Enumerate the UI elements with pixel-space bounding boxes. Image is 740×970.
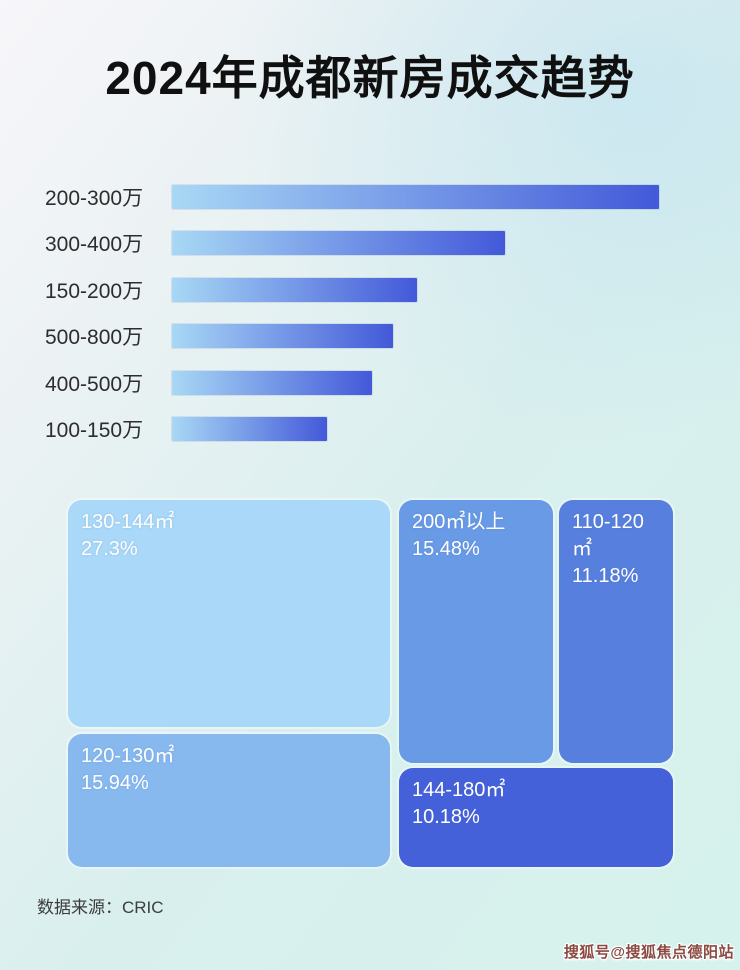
tile-text: 200㎡以上 15.48% [399, 500, 553, 563]
bar-row: 400-500万 [45, 370, 659, 396]
tile-label: 120-130㎡ [81, 745, 175, 767]
tile-text: 120-130㎡ 15.94% [68, 734, 390, 797]
treemap: 130-144㎡ 27.3% 120-130㎡ 15.94% 200㎡以上 15… [68, 497, 673, 868]
bar-track [172, 370, 659, 395]
tile-value: 11.18% [572, 565, 639, 587]
treemap-tile-130-144: 130-144㎡ 27.3% [68, 500, 390, 727]
bar-category-label: 300-400万 [45, 233, 144, 257]
page-title: 2024年成都新房成交趋势 [105, 52, 635, 104]
bar-category-label: 200-300万 [45, 187, 144, 210]
bar-track [172, 277, 659, 302]
bar-fill [172, 324, 394, 349]
tile-label: 144-180㎡ [412, 779, 506, 801]
bar-row: 300-400万 [45, 231, 659, 257]
bar-category-label: 100-150万 [45, 418, 144, 442]
bar-chart: 200-300万 300-400万 150-200万 500-800万 400-… [45, 185, 659, 442]
bar-fill [172, 370, 373, 395]
tile-text: 110-120㎡ 11.18% [559, 500, 673, 590]
bar-track [172, 324, 659, 349]
treemap-tile-120-130: 120-130㎡ 15.94% [68, 734, 390, 867]
tile-value: 10.18% [412, 806, 480, 828]
tile-label: 200㎡以上 [412, 511, 506, 533]
bar-category-label: 400-500万 [45, 372, 144, 396]
watermark: 搜狐号@搜狐焦点德阳站 [563, 944, 734, 961]
tile-label: 130-144㎡ [81, 511, 175, 533]
bar-row: 100-150万 [45, 416, 659, 442]
treemap-tile-144-180: 144-180㎡ 10.18% [399, 768, 673, 867]
bar-fill [172, 277, 417, 302]
bar-fill [172, 416, 327, 441]
bar-track [172, 416, 659, 441]
treemap-tile-200-plus: 200㎡以上 15.48% [399, 500, 553, 763]
treemap-tile-110-120: 110-120㎡ 11.18% [559, 500, 673, 763]
source-note: 数据来源：CRIC [37, 898, 164, 917]
tile-value: 15.94% [81, 772, 149, 794]
tile-value: 27.3% [81, 538, 138, 560]
tile-value: 15.48% [412, 538, 480, 560]
bar-row: 150-200万 [45, 277, 659, 303]
bar-row: 500-800万 [45, 324, 659, 350]
bar-category-label: 500-800万 [45, 326, 144, 350]
bar-category-label: 150-200万 [45, 279, 144, 303]
bar-fill [172, 231, 506, 256]
tile-text: 130-144㎡ 27.3% [68, 500, 390, 563]
tile-text: 144-180㎡ 10.18% [399, 768, 673, 831]
bar-fill [172, 185, 659, 209]
bar-track [172, 231, 659, 256]
bar-track [172, 185, 659, 209]
bar-row: 200-300万 [45, 185, 659, 210]
tile-label: 110-120㎡ [572, 511, 644, 560]
